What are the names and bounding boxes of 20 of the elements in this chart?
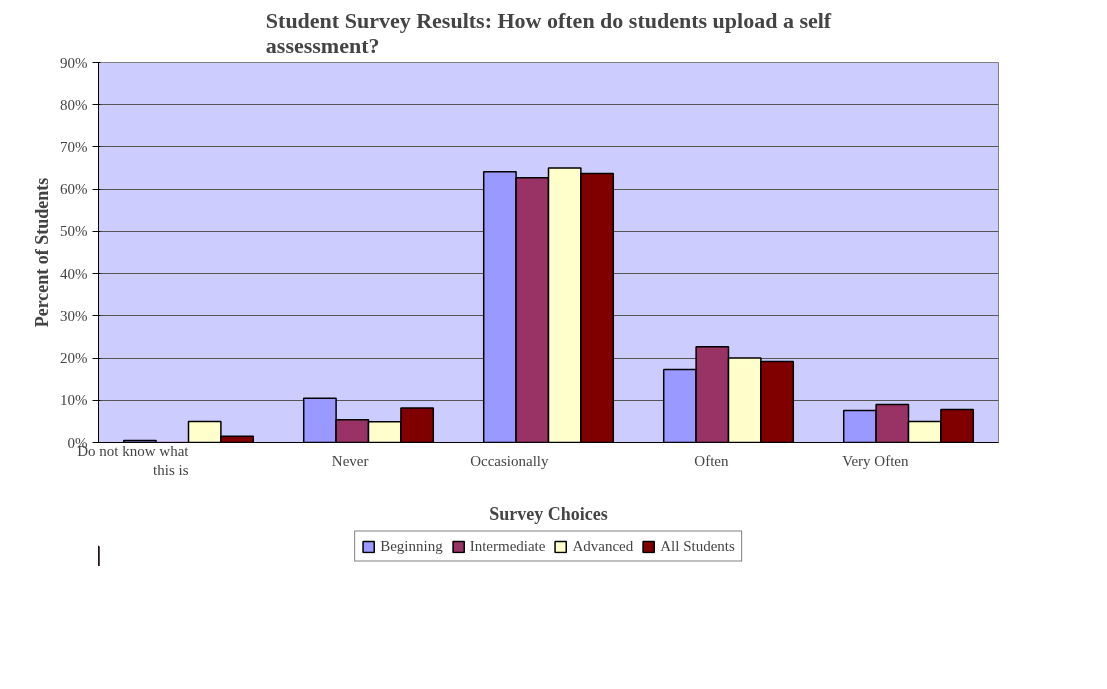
y-tick-label: 20% <box>60 350 88 367</box>
y-tick-label: 30% <box>60 307 88 324</box>
legend-label: Advanced <box>572 537 634 555</box>
y-tick-label: 60% <box>60 181 88 198</box>
legend-label: Beginning <box>380 537 443 555</box>
y-tick-label: 80% <box>60 96 88 113</box>
y-tick-label: 50% <box>60 223 88 240</box>
legend-label: All Students <box>660 537 735 555</box>
x-axis-title: Survey Choices <box>489 503 608 524</box>
y-tick-label: 40% <box>60 265 88 282</box>
x-tick-label: Occasionally <box>470 452 549 469</box>
y-tick-label: 70% <box>60 138 88 155</box>
x-tick-label: Very Often <box>842 452 909 469</box>
y-axis-title: Percent of Students <box>32 177 52 328</box>
legend-label: Intermediate <box>469 537 546 555</box>
y-tick-label: 10% <box>60 392 88 409</box>
y-tick-label: 90% <box>60 54 88 71</box>
chart-title: Student Survey Results: How often do students upload a self assessment? <box>265 7 832 58</box>
x-tick-label: Often <box>694 452 729 469</box>
x-tick-label: Never <box>331 452 369 469</box>
